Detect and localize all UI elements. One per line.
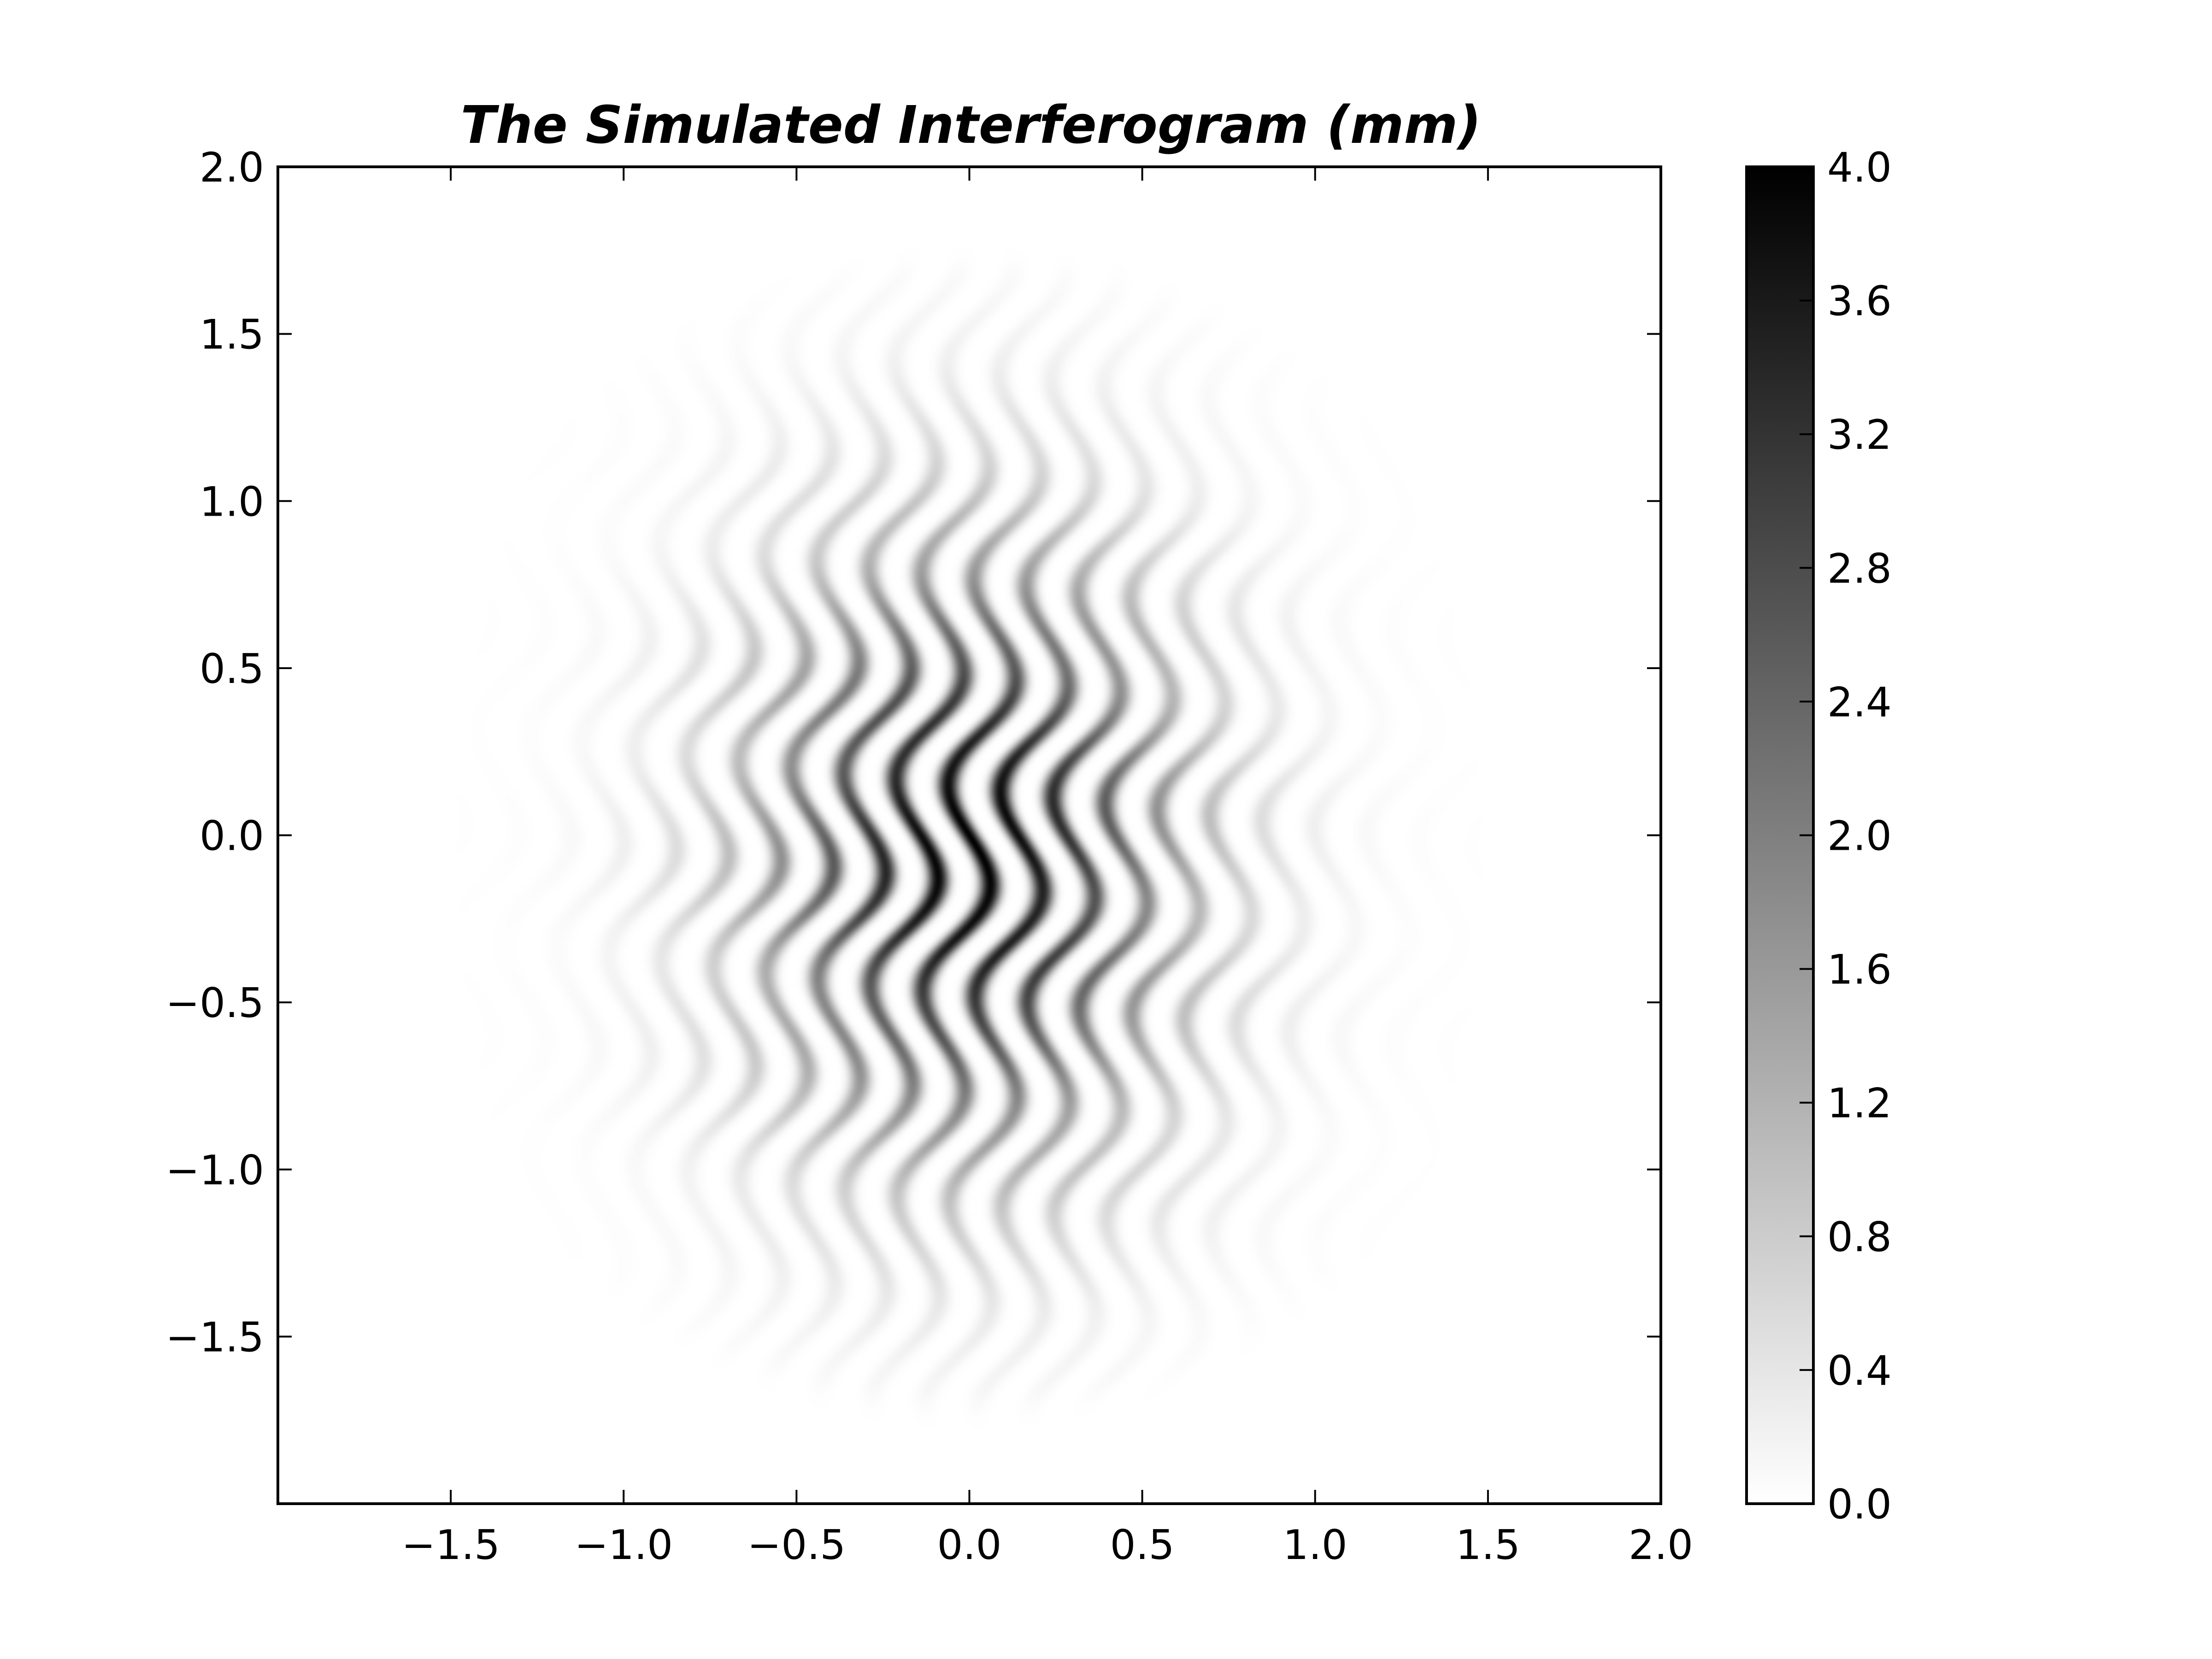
colorbar-tick-label: 3.2 xyxy=(1827,411,1892,459)
colorbar-tick-label: 4.0 xyxy=(1827,144,1892,191)
y-tick-label: −0.5 xyxy=(165,979,264,1027)
colorbar-tick-label: 1.2 xyxy=(1827,1080,1892,1127)
colorbar-tick-label: 3.6 xyxy=(1827,277,1892,325)
y-tick-label: −1.5 xyxy=(165,1313,264,1361)
colorbar-tick-label: 2.4 xyxy=(1827,678,1892,726)
x-tick-label: −0.5 xyxy=(747,1521,846,1569)
plot-area xyxy=(276,165,1662,1505)
y-tick-label: 1.0 xyxy=(200,478,264,525)
x-tick-label: 0.0 xyxy=(937,1521,1002,1569)
y-tick-label: −1.0 xyxy=(165,1147,264,1194)
y-tick-label: 1.5 xyxy=(200,311,264,359)
x-tick-label: 2.0 xyxy=(1629,1521,1693,1569)
colorbar-tick-label: 0.8 xyxy=(1827,1213,1892,1261)
chart-title: The Simulated Interferogram (mm) xyxy=(461,95,1482,155)
interferogram-image xyxy=(278,167,1661,1504)
colorbar-tick-label: 1.6 xyxy=(1827,946,1892,994)
colorbar-ticks: 4.0 3.6 3.2 2.8 2.4 2.0 1.6 1.2 0.8 0.4 0.0 xyxy=(1800,144,1892,1528)
y-tick-label: 2.0 xyxy=(200,144,264,191)
x-tick-label: 1.0 xyxy=(1283,1521,1347,1569)
y-tick-label: 0.0 xyxy=(200,812,264,860)
colorbar-tick-label: 0.4 xyxy=(1827,1347,1892,1394)
x-axis: −1.5 −1.0 −0.5 0.0 0.5 1.0 1.5 2.0 xyxy=(401,167,1693,1569)
colorbar-tick-label: 2.0 xyxy=(1827,812,1892,860)
x-tick-label: 0.5 xyxy=(1110,1521,1175,1569)
y-tick-label: 0.5 xyxy=(200,645,264,693)
x-tick-label: −1.5 xyxy=(401,1521,500,1569)
colorbar-tick-label: 0.0 xyxy=(1827,1481,1892,1528)
x-tick-label: 1.5 xyxy=(1456,1521,1520,1569)
x-tick-label: −1.0 xyxy=(574,1521,673,1569)
colorbar-tick-label: 2.8 xyxy=(1827,545,1892,592)
colorbar: 4.0 3.6 3.2 2.8 2.4 2.0 1.6 1.2 0.8 0.4 0.0 xyxy=(1745,144,1892,1528)
y-axis: 2.0 1.5 1.0 0.5 0.0 −0.5 −1.0 −1.5 xyxy=(165,144,1661,1361)
